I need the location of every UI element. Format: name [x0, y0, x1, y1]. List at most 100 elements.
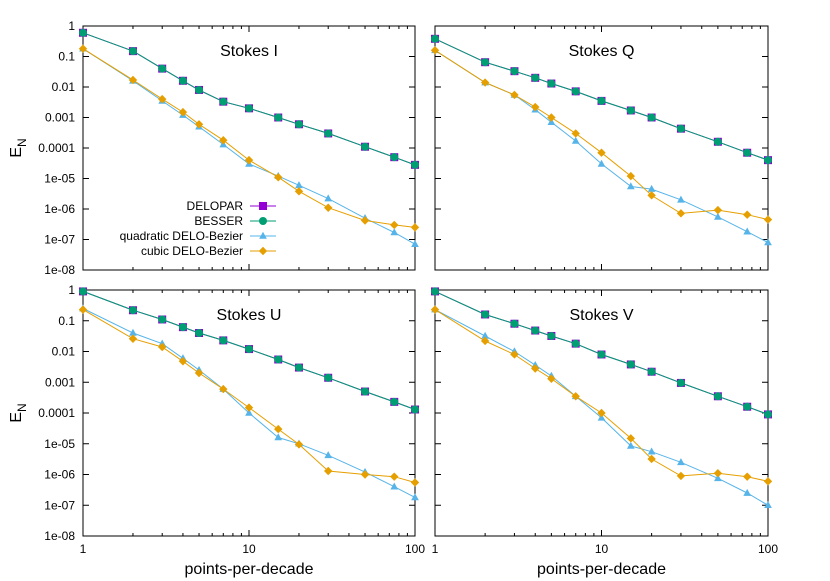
- data-point: [245, 104, 253, 113]
- data-point: [481, 310, 490, 319]
- data-point: [178, 107, 188, 117]
- data-point: [676, 471, 686, 481]
- y-tick-label: 1e-06: [44, 202, 75, 216]
- data-point: [626, 182, 635, 190]
- y-tick-label: 0.1: [58, 314, 75, 328]
- data-point: [411, 405, 419, 414]
- data-point: [713, 137, 722, 146]
- data-point: [626, 106, 635, 115]
- y-tick-label: 1e-08: [44, 263, 75, 277]
- y-tick-label: 0.001: [45, 111, 75, 125]
- data-point: [571, 339, 580, 348]
- data-point: [324, 373, 333, 382]
- data-point: [411, 240, 419, 248]
- data-point: [178, 323, 187, 332]
- data-point: [743, 402, 752, 411]
- data-point: [597, 350, 606, 359]
- x-tick-label: 1: [432, 542, 439, 556]
- data-point: [743, 148, 752, 157]
- y-axis-label: EN: [8, 403, 29, 422]
- x-tick-label: 100: [405, 542, 425, 556]
- data-point: [430, 46, 440, 55]
- data-point: [128, 47, 137, 56]
- data-point: [361, 142, 370, 151]
- data-point: [79, 28, 87, 37]
- legend-label: DELOPAR: [187, 199, 244, 213]
- data-point: [647, 367, 656, 376]
- data-point: [510, 90, 519, 100]
- data-point: [547, 374, 556, 383]
- data-point: [219, 384, 228, 394]
- data-point: [274, 173, 283, 182]
- x-tick-label: 10: [242, 542, 256, 556]
- data-point: [390, 228, 399, 236]
- data-point: [764, 156, 772, 165]
- data-point: [195, 85, 204, 94]
- x-axis-label: points-per-decade: [537, 561, 666, 578]
- data-point: [531, 73, 540, 82]
- y-tick-label: 1e-08: [44, 529, 75, 543]
- data-point: [742, 472, 752, 481]
- data-point: [324, 129, 333, 138]
- data-point: [571, 136, 580, 144]
- data-point: [219, 336, 228, 345]
- data-point: [676, 378, 685, 387]
- data-point: [244, 403, 254, 412]
- data-point: [597, 408, 606, 418]
- data-point: [411, 160, 419, 169]
- data-point: [128, 306, 137, 315]
- data-point: [178, 76, 187, 85]
- panel-3: 1e-08 1e-07 1e-06 1e-05 0.0001 0.001 0.01 0.1 1 1…: [8, 283, 425, 578]
- x-tick-label: 1: [80, 542, 87, 556]
- data-point: [510, 67, 519, 76]
- legend-marker: [259, 202, 267, 210]
- data-point: [78, 44, 88, 53]
- series-line-diamond: [82, 48, 416, 228]
- y-tick-label: 0.01: [52, 345, 76, 359]
- data-point: [531, 364, 540, 373]
- data-point: [245, 345, 253, 354]
- data-point: [676, 209, 686, 218]
- panel-title: Stokes Q: [569, 43, 635, 60]
- y-tick-label: 1: [68, 283, 75, 297]
- data-point: [294, 440, 304, 449]
- data-point: [713, 392, 722, 401]
- legend-marker: [259, 231, 267, 239]
- data-point: [763, 477, 773, 486]
- data-point: [219, 136, 228, 145]
- data-point: [324, 194, 333, 202]
- data-point: [178, 357, 188, 366]
- legend-marker: [258, 246, 268, 256]
- data-point: [324, 466, 333, 476]
- data-point: [431, 287, 439, 296]
- data-point: [764, 410, 772, 419]
- data-point: [79, 287, 87, 296]
- y-tick-label: 1e-05: [44, 172, 75, 186]
- data-point: [195, 328, 204, 337]
- y-tick-label: 0.01: [52, 80, 76, 94]
- data-point: [411, 493, 419, 501]
- data-point: [713, 469, 723, 478]
- data-point: [547, 113, 556, 122]
- data-point: [158, 94, 167, 104]
- data-point: [360, 216, 370, 225]
- data-point: [480, 78, 490, 87]
- data-point: [245, 408, 253, 416]
- data-point: [324, 451, 333, 459]
- data-point: [294, 187, 304, 196]
- data-point: [274, 424, 283, 434]
- data-point: [571, 87, 580, 96]
- data-point: [390, 482, 399, 490]
- data-point: [194, 120, 204, 129]
- data-point: [510, 319, 519, 328]
- data-point: [647, 447, 656, 455]
- data-point: [626, 171, 636, 181]
- data-point: [626, 434, 636, 443]
- data-point: [547, 79, 556, 88]
- series-line-diamond: [434, 49, 769, 221]
- data-point: [430, 305, 440, 314]
- data-point: [714, 474, 722, 482]
- data-point: [390, 397, 399, 406]
- panel-title: Stokes U: [217, 307, 282, 324]
